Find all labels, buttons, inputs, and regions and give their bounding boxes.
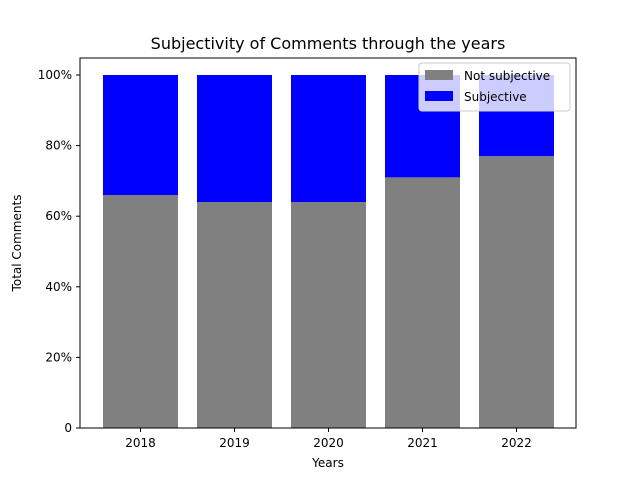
y-tick-label: 40% <box>45 280 72 294</box>
legend-box <box>418 62 571 112</box>
y-axis: 0 20% 40% 60% 80% 100% <box>38 68 80 435</box>
y-tick-label: 20% <box>45 350 72 364</box>
x-tick-label-2020: 2020 <box>313 436 344 450</box>
x-tick-label-2021: 2021 <box>407 436 438 450</box>
x-axis: 2018 2019 2020 2021 2022 <box>125 428 532 450</box>
x-tick-label-2018: 2018 <box>125 436 156 450</box>
x-tick-label-2019: 2019 <box>219 436 250 450</box>
y-axis-label: Total Comments <box>10 195 24 293</box>
bar-subjective-2019 <box>197 75 272 203</box>
legend-label-subjective: Subjective <box>464 90 527 104</box>
bar-not-subjective-2018 <box>103 195 178 428</box>
bar-not-subjective-2020 <box>291 202 366 428</box>
x-axis-label: Years <box>311 456 344 470</box>
bar-subjective-2018 <box>103 75 178 196</box>
legend-swatch-subjective <box>425 91 453 101</box>
bar-not-subjective-2021 <box>385 177 460 428</box>
y-tick-label: 80% <box>45 139 72 153</box>
legend-label-not-subjective: Not subjective <box>464 69 550 83</box>
y-tick-label: 60% <box>45 209 72 223</box>
bar-subjective-2020 <box>291 75 366 203</box>
chart-title: Subjectivity of Comments through the yea… <box>151 34 506 53</box>
bars-layer <box>103 75 554 428</box>
y-tick-label: 0 <box>64 421 72 435</box>
y-tick-label: 100% <box>38 68 72 82</box>
x-tick-label-2022: 2022 <box>501 436 532 450</box>
bar-not-subjective-2022 <box>479 156 554 428</box>
bar-not-subjective-2019 <box>197 202 272 428</box>
legend: Not subjective Subjective <box>418 62 571 112</box>
legend-swatch-not-subjective <box>425 70 453 80</box>
